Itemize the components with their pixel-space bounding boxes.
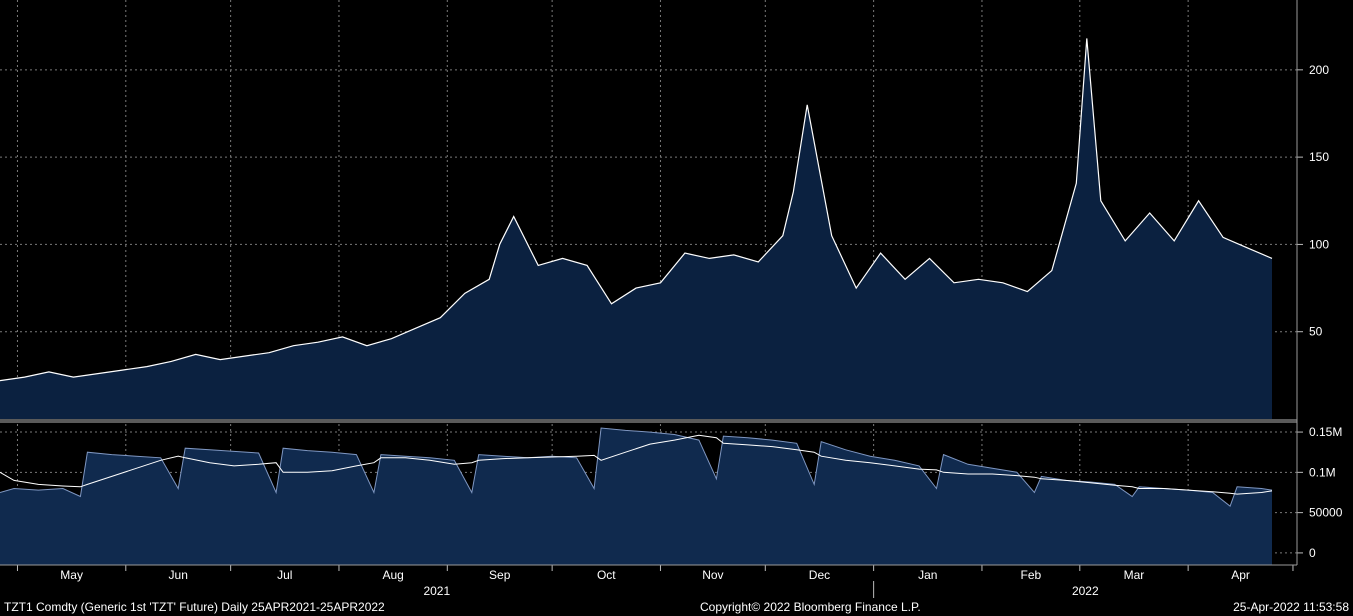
month-label: Dec [809,568,830,582]
month-label: Nov [702,568,723,582]
month-label: Apr [1231,568,1250,582]
year-label: 2022 [1072,584,1099,598]
price-area-fill [0,38,1272,420]
volume-tick-label: 0 [1309,546,1316,560]
month-label: Oct [597,568,616,582]
price-tick-label: 50 [1309,325,1323,339]
price-panel [0,38,1273,420]
volume-average-line [0,434,1273,495]
footer-security-info: TZT1 Comdty (Generic 1st 'TZT' Future) D… [4,600,385,614]
month-label: Mar [1124,568,1145,582]
footer-copyright: Copyright© 2022 Bloomberg Finance L.P. [700,600,921,614]
price-tick-label: 100 [1309,237,1329,251]
year-label: 2021 [423,584,450,598]
month-label: May [60,568,83,582]
volume-tick-label: 50000 [1309,506,1343,520]
month-label: Jan [918,568,937,582]
volume-panel [0,427,1273,565]
price-series-line [0,38,1273,382]
month-label: Feb [1021,568,1042,582]
panel-separator[interactable] [0,419,1297,423]
x-axis: May Jun Jul Aug Sep Oct Nov Dec Jan Feb Mar Apr 2021… [16,565,1294,598]
price-tick-label: 200 [1309,63,1329,77]
month-label: Sep [489,568,511,582]
footer-timestamp: 25-Apr-2022 11:53:58 [1233,600,1349,614]
volume-tick-label: 0.15M [1309,425,1342,439]
price-axis: 50 100 150 200 [1297,63,1329,339]
month-label: Jul [277,568,292,582]
volume-tick-label: 0.1M [1309,465,1336,479]
month-label: Jun [169,568,188,582]
month-label: Aug [382,568,403,582]
volume-axis: 0 50000 0.1M 0.15M [1297,425,1343,560]
volume-area-fill [0,428,1272,565]
price-tick-label: 150 [1309,150,1329,164]
